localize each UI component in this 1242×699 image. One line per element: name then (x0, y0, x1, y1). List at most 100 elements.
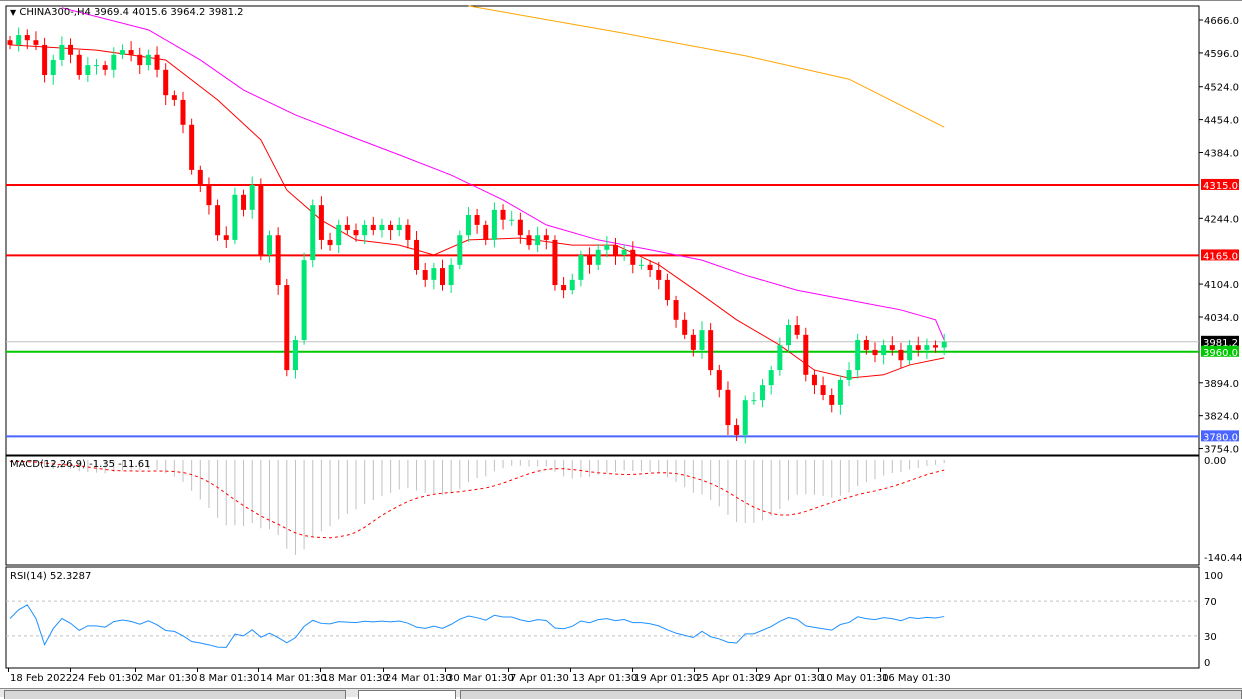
chart-tab[interactable] (4, 690, 346, 699)
bear-candle (189, 124, 195, 170)
rsi-tick-label: 100 (1204, 571, 1223, 582)
bull-candle (111, 54, 117, 70)
bull-candle (336, 224, 342, 246)
bear-candle (673, 300, 679, 320)
bull-candle (742, 400, 748, 435)
bear-candle (215, 205, 221, 236)
bear-candle (872, 349, 878, 356)
bear-candle (803, 334, 809, 375)
bull-candle (145, 54, 151, 66)
bull-candle (310, 205, 316, 261)
price-tick-label: 3894.0 (1204, 379, 1239, 390)
level-price-tag (1201, 249, 1239, 261)
time-tick-label: 18 Mar 01:30 (322, 673, 389, 684)
bear-candle (690, 334, 696, 350)
bull-candle (907, 345, 913, 361)
bull-candle (855, 340, 861, 371)
bear-candle (561, 285, 567, 291)
bear-candle (353, 230, 359, 236)
bull-candle (595, 249, 601, 265)
bear-candle (889, 345, 895, 350)
bear-candle (725, 389, 731, 426)
rsi-tick-label: 0 (1204, 658, 1210, 669)
main-pane-frame (5, 5, 1200, 456)
bear-candle (656, 270, 662, 280)
bear-candle (102, 65, 108, 70)
bear-candle (526, 235, 532, 246)
bear-candle (552, 239, 558, 286)
bull-candle (509, 219, 515, 221)
level-price-tag (1201, 178, 1239, 190)
level-price-label: 3960.0 (1203, 348, 1238, 359)
bear-candle (794, 324, 800, 335)
bear-candle (708, 330, 714, 371)
bear-candle (33, 40, 39, 45)
bull-candle (379, 224, 385, 231)
time-tick-label: 13 Apr 01:30 (572, 673, 637, 684)
rsi-tick-label: 30 (1204, 632, 1217, 643)
time-tick-label: 18 Feb 2022 (10, 673, 72, 684)
bear-candle (128, 50, 134, 55)
bull-candle (491, 209, 497, 240)
bear-candle (422, 270, 428, 280)
bear-candle (180, 99, 186, 125)
time-tick-label: 25 Apr 01:30 (696, 673, 761, 684)
bear-candle (137, 54, 143, 66)
bear-candle (543, 235, 549, 240)
bull-candle (85, 65, 91, 75)
bear-candle (163, 69, 169, 96)
bear-candle (587, 254, 593, 265)
bull-candle (777, 345, 783, 371)
bull-candle (292, 340, 298, 371)
bear-candle (898, 349, 904, 361)
chart-tab-active[interactable] (358, 690, 456, 699)
bull-candle (267, 235, 272, 255)
bear-candle (154, 54, 160, 70)
bear-candle (829, 395, 835, 405)
bull-candle (941, 341, 947, 348)
bull-candle (638, 264, 644, 266)
price-tick-label: 4596.0 (1204, 49, 1239, 60)
price-tick-label: 3824.0 (1204, 412, 1239, 423)
bull-candle (59, 44, 65, 60)
bull-candle (94, 65, 99, 67)
macd-tick-label: 0.00 (1204, 456, 1226, 467)
chart-tab[interactable] (460, 690, 1242, 699)
price-tick-label: 4666.0 (1204, 16, 1239, 27)
bear-candle (388, 224, 394, 231)
macd-label: MACD(12,26,9) -1.35 -11.61 (10, 459, 151, 470)
price-tick-label: 3754.0 (1204, 445, 1239, 456)
bear-candle (474, 215, 480, 225)
bear-candle (327, 239, 333, 246)
chart-tab-bar (0, 688, 1242, 699)
bear-candle (42, 44, 48, 75)
bear-candle (517, 219, 523, 236)
bear-candle (716, 370, 722, 390)
bear-candle (318, 205, 324, 240)
bear-candle (241, 194, 247, 210)
bear-candle (344, 224, 350, 231)
bull-candle (249, 184, 255, 210)
bear-candle (915, 345, 921, 350)
time-tick-label: 10 May 01:30 (820, 673, 889, 684)
time-tick-label: 24 Mar 01:30 (385, 673, 452, 684)
price-tick-label: 4454.0 (1204, 116, 1239, 127)
bull-candle (699, 330, 705, 350)
time-tick-label: 29 Apr 01:30 (758, 673, 823, 684)
bear-candle (630, 249, 636, 265)
macd-signal-line (9, 460, 945, 539)
dropdown-triangle-icon[interactable]: ▼ (10, 8, 17, 17)
bear-candle (820, 385, 826, 395)
price-tick-label: 4384.0 (1204, 149, 1239, 160)
rsi-line (9, 604, 945, 648)
bear-candle (284, 285, 290, 371)
bull-candle (465, 215, 471, 236)
bear-candle (647, 264, 653, 270)
time-tick-label: 7 Apr 01:30 (510, 673, 569, 684)
bear-candle (933, 345, 939, 348)
bear-candle (500, 209, 506, 220)
price-tick-label: 4524.0 (1204, 83, 1239, 94)
bear-candle (370, 224, 376, 231)
rsi-tick-label: 70 (1204, 597, 1217, 608)
